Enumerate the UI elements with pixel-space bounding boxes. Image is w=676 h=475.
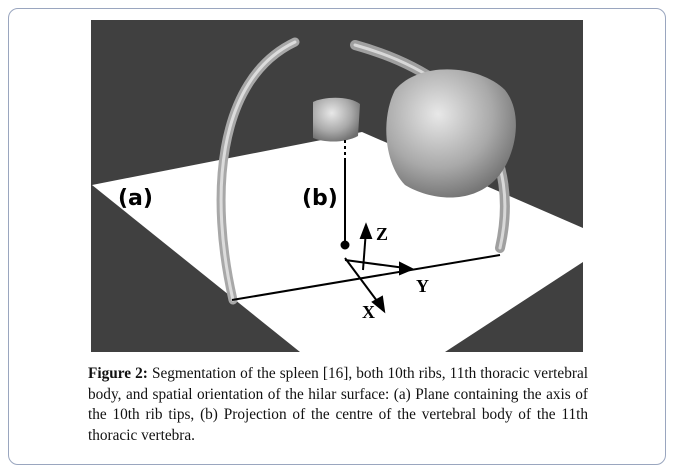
label-y: Y [416,276,429,296]
label-z: Z [376,224,388,244]
caption-label: Figure 2: [88,365,148,382]
page: (a) (b) Z Y X Figure 2: Segmentation of … [0,0,676,475]
vertebra [313,98,360,142]
spleen [386,69,516,197]
caption-text: Segmentation of the spleen [16], both 10… [88,365,588,444]
caption: Figure 2: Segmentation of the spleen [16… [88,364,588,446]
label-b: (b) [302,186,338,211]
figure-image: (a) (b) Z Y X [91,20,583,352]
label-a: (a) [118,186,153,211]
label-x: X [362,302,375,322]
